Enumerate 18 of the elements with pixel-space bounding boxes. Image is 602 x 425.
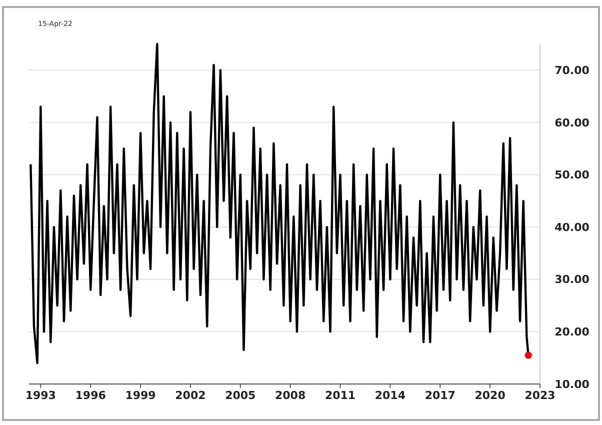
x-tick-label: 2002 [175, 389, 206, 402]
y-tick-label: 20.00 [554, 326, 590, 339]
y-tick-label: 40.00 [554, 220, 590, 234]
x-tick-label: 2011 [324, 389, 356, 402]
y-tick-label: 50.00 [554, 168, 590, 182]
x-tick-label: 2008 [275, 389, 306, 402]
y-tick-label: 70.00 [554, 64, 590, 78]
y-tick-label: 10.00 [554, 378, 590, 391]
x-tick-label: 2017 [424, 389, 456, 402]
x-tick-label: 2020 [474, 389, 506, 402]
y-tick-label: 60.00 [554, 116, 590, 130]
y-tick-label: 30.00 [554, 273, 590, 286]
x-tick-label: 2023 [524, 389, 556, 402]
x-tick-label: 2014 [374, 389, 406, 402]
x-tick-label: 1993 [25, 389, 56, 402]
x-tick-label: 1996 [75, 389, 106, 402]
x-tick-label: 2005 [225, 389, 256, 402]
x-tick-label: 1999 [125, 389, 156, 402]
